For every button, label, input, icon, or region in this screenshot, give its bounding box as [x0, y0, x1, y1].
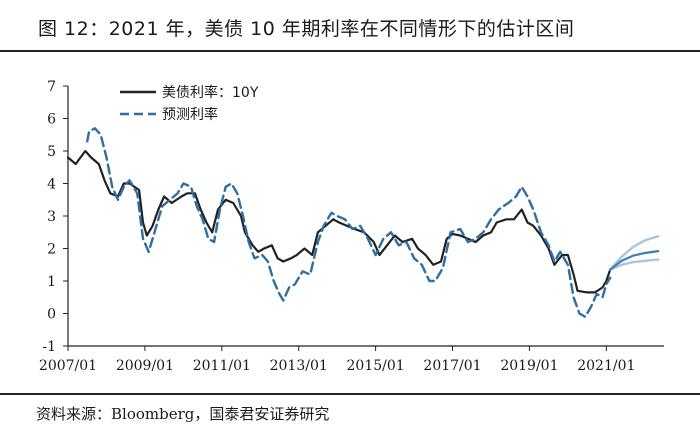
- title-bar: 图 12：2021 年，美债 10 年期利率在不同情形下的估计区间: [0, 0, 700, 52]
- y-tick-label: 5: [47, 144, 56, 160]
- source-note: 资料来源：Bloomberg，国泰君安证券研究: [36, 405, 330, 423]
- y-tick-label: 0: [47, 307, 56, 323]
- chart-title: 图 12：2021 年，美债 10 年期利率在不同情形下的估计区间: [38, 18, 575, 40]
- y-axis: 7 6 5 4 3 2 1 0 -1: [42, 79, 69, 355]
- legend: 美债利率：10Y 预测利率: [120, 84, 259, 123]
- x-tick-label: 2015/01: [347, 358, 405, 374]
- series-line-0: [66, 149, 612, 294]
- series-line-1: [86, 127, 612, 318]
- series-group: [66, 127, 660, 318]
- y-tick-label: 6: [47, 112, 56, 128]
- y-tick-label: -1: [42, 339, 56, 355]
- series-line-3: [609, 258, 660, 271]
- series-line-4: [609, 250, 660, 271]
- x-tick-label: 2021/01: [577, 358, 635, 374]
- y-tick-label: 7: [47, 79, 56, 95]
- y-tick-label: 2: [47, 242, 56, 258]
- x-tick-label: 2017/01: [423, 358, 481, 374]
- x-tick-label: 2011/01: [193, 358, 251, 374]
- x-tick-label: 2009/01: [116, 358, 174, 374]
- x-tick-label: 2019/01: [500, 358, 558, 374]
- source-bar: 资料来源：Bloomberg，国泰君安证券研究: [0, 393, 700, 436]
- x-tick-label: 2007/01: [39, 358, 97, 374]
- legend-label-0: 美债利率：10Y: [162, 84, 259, 101]
- y-tick-label: 3: [47, 209, 56, 225]
- x-axis: 2007/01 2009/01 2011/01 2013/01 2015/01 2017/…: [39, 345, 664, 374]
- series-line-2: [609, 235, 660, 271]
- legend-label-1: 预测利率: [162, 106, 218, 123]
- y-tick-label: 4: [47, 177, 56, 193]
- x-tick-label: 2013/01: [270, 358, 328, 374]
- y-tick-label: 1: [47, 274, 56, 290]
